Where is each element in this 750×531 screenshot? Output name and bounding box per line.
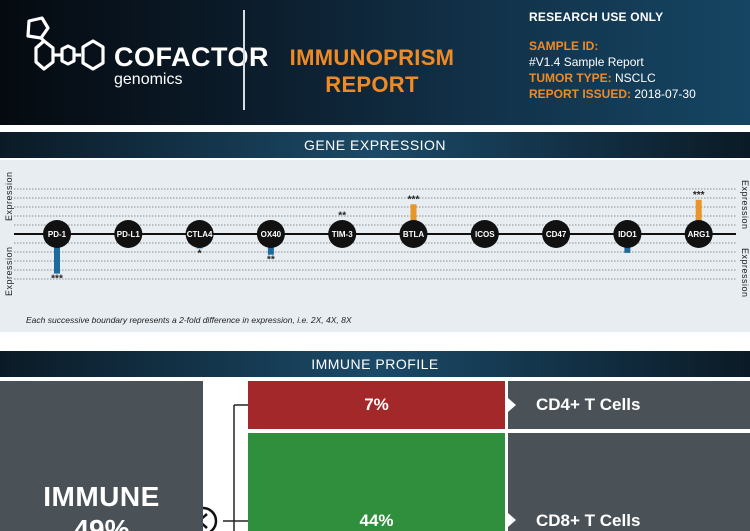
gene-node-circle [43, 220, 71, 248]
gene-node-ctla4: CTLA4 [185, 220, 214, 248]
sample-id-row: SAMPLE ID: [529, 39, 744, 54]
gene-node-circle [470, 220, 499, 248]
report-header: COFACTOR genomics IMMUNOPRISM REPORT RES… [0, 0, 750, 125]
significance-pd-1: *** [51, 274, 63, 285]
cd8-pointer-icon [508, 513, 516, 527]
hexagon-molecule-logo-icon [26, 16, 105, 71]
cd8-cell-label[interactable]: CD8+ T Cells [508, 433, 750, 531]
gene-node-tim-3: TIM-3 [328, 220, 357, 248]
gene-node-circle [328, 220, 357, 248]
significance-tim-3: ** [338, 211, 346, 222]
cd4-pointer-icon [508, 398, 516, 412]
gene-label-ox40: OX40 [261, 230, 282, 239]
report-issued-row: REPORT ISSUED: 2018-07-30 [529, 87, 744, 102]
cd4-cell-label[interactable]: CD4+ T Cells [508, 381, 750, 429]
brand-subtitle: genomics [114, 71, 183, 88]
report-issued-value: 2018-07-30 [634, 87, 696, 101]
gene-label-ido1: IDO1 [618, 230, 637, 239]
gene-label-cd47: CD47 [546, 230, 567, 239]
bar-pd-1 [54, 234, 60, 274]
immune-label: IMMUNE [43, 481, 160, 512]
significance-ctla4: * [198, 248, 202, 259]
brand-name: COFACTOR [114, 42, 270, 72]
chevron-left-icon[interactable] [203, 506, 218, 531]
gene-node-circle [256, 220, 285, 248]
gene-node-circle [399, 220, 428, 248]
chart-gene-nodes: PD-1 PD-L1 CTLA4 OX40 TIM-3 BTLA ICOS CD47 IDO1 A… [43, 220, 713, 248]
immune-tree-connector [203, 404, 248, 531]
right-expression-label-top: Expression [740, 180, 750, 230]
gene-node-arg1: ARG1 [684, 220, 713, 248]
significance-arg1: *** [693, 190, 705, 201]
gene-node-pd-1: PD-1 [43, 220, 71, 248]
immune-percentage: 49% [73, 514, 130, 531]
cd4-percentage-block: 7% [248, 381, 505, 429]
gene-expression-title: GENE EXPRESSION [0, 132, 750, 158]
left-expression-label-bottom: Expression [4, 246, 14, 296]
tumor-type-row: TUMOR TYPE: NSCLC [529, 71, 744, 86]
gene-node-pd-l1: PD-L1 [114, 220, 143, 248]
research-use-notice: RESEARCH USE ONLY [529, 10, 664, 24]
cd8-percentage-block: 44% [248, 433, 505, 531]
gene-node-cd47: CD47 [542, 220, 571, 248]
gene-node-icos: ICOS [470, 220, 499, 248]
gene-label-arg1: ARG1 [688, 230, 711, 239]
header-divider [243, 10, 245, 110]
significance-btla: *** [408, 194, 420, 205]
brand-logo: COFACTOR genomics [18, 14, 269, 96]
sample-id-value-row: #V1.4 Sample Report [529, 55, 744, 70]
gene-node-circle [684, 220, 713, 248]
report-title-line-2: REPORT [325, 72, 419, 97]
bar-btla [410, 204, 417, 234]
immune-profile-title: IMMUNE PROFILE [0, 351, 750, 377]
bar-arg1 [695, 199, 702, 234]
gene-node-ox40: OX40 [256, 220, 285, 248]
gene-label-btla: BTLA [403, 230, 425, 239]
report-title-line-1: IMMUNOPRISM [289, 45, 455, 70]
gene-expression-chart: *********** *** PD-1 PD-L1 CTLA4 OX40 TIM-3 BT… [4, 171, 750, 325]
immune-summary: IMMUNE 49% [0, 381, 203, 531]
gene-node-circle [613, 220, 642, 248]
chart-footnote: Each successive boundary represents a 2-… [26, 315, 352, 325]
gene-node-btla: BTLA [399, 220, 428, 248]
gene-label-ctla4: CTLA4 [187, 230, 213, 239]
chart-bars: *********** *** [51, 190, 704, 285]
gene-label-icos: ICOS [475, 230, 495, 239]
gene-node-circle [185, 220, 214, 248]
right-expression-label-bottom: Expression [740, 248, 750, 298]
tumor-type-label: TUMOR TYPE: [529, 71, 612, 85]
report-issued-label: REPORT ISSUED: [529, 87, 632, 101]
sample-id-value: #V1.4 Sample Report [529, 55, 644, 69]
gene-label-pd-l1: PD-L1 [117, 230, 141, 239]
significance-ox40: ** [267, 255, 275, 266]
left-expression-label-top: Expression [4, 171, 14, 221]
report-metadata: RESEARCH USE ONLY SAMPLE ID: #V1.4 Sampl… [529, 10, 744, 102]
gene-node-ido1: IDO1 [613, 220, 642, 248]
tumor-type-value: NSCLC [615, 71, 656, 85]
report-title: IMMUNOPRISM REPORT [262, 44, 482, 98]
gene-node-circle [542, 220, 571, 248]
gene-label-tim-3: TIM-3 [332, 230, 353, 239]
gene-node-circle [114, 220, 143, 248]
gene-label-pd-1: PD-1 [48, 230, 67, 239]
sample-id-label: SAMPLE ID: [529, 39, 599, 53]
gene-expression-panel: *** * ** ** *** *** PD-1 PD-L1 CTLA4 OX40 TIM-3 BT… [0, 160, 750, 332]
